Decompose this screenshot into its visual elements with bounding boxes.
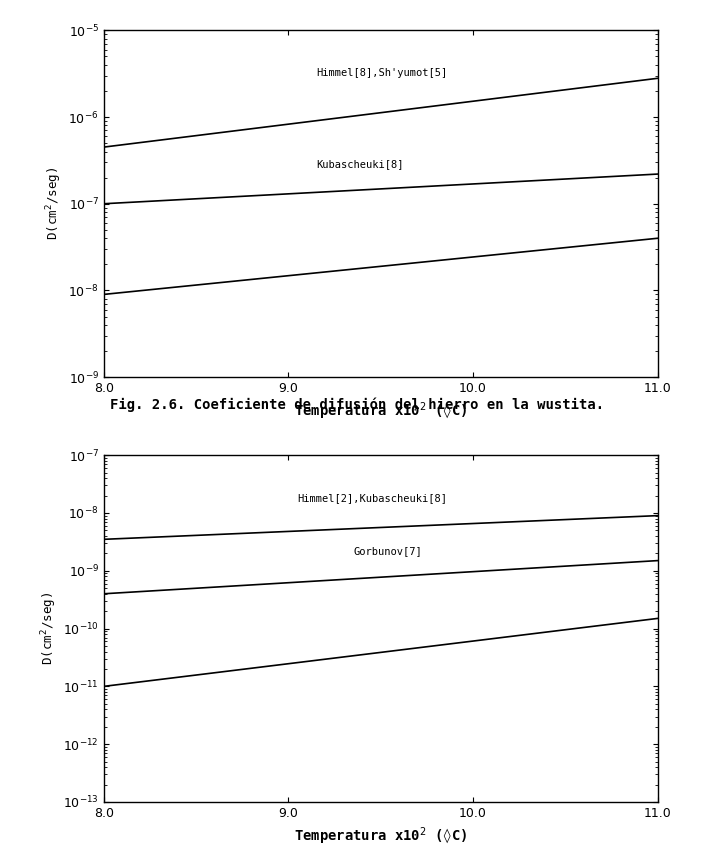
X-axis label: Temperatura x10$^2$ (◊C): Temperatura x10$^2$ (◊C)	[294, 825, 468, 846]
Text: Gorbunov[7]: Gorbunov[7]	[353, 546, 422, 556]
Y-axis label: D(cm$^2$/seg): D(cm$^2$/seg)	[44, 167, 64, 240]
Text: Fig. 2.6. Coeficiente de difusión del hierro en la wustita.: Fig. 2.6. Coeficiente de difusión del hi…	[110, 397, 605, 412]
Text: Himmel[8],Sh'yumot[5]: Himmel[8],Sh'yumot[5]	[316, 68, 448, 78]
Text: Kubascheuki[8]: Kubascheuki[8]	[316, 160, 403, 169]
Y-axis label: D(cm$^2$/seg): D(cm$^2$/seg)	[39, 592, 59, 665]
X-axis label: Temperatura x10$^2$ (◊C): Temperatura x10$^2$ (◊C)	[294, 401, 468, 421]
Text: Himmel[2],Kubascheuki[8]: Himmel[2],Kubascheuki[8]	[297, 492, 448, 503]
